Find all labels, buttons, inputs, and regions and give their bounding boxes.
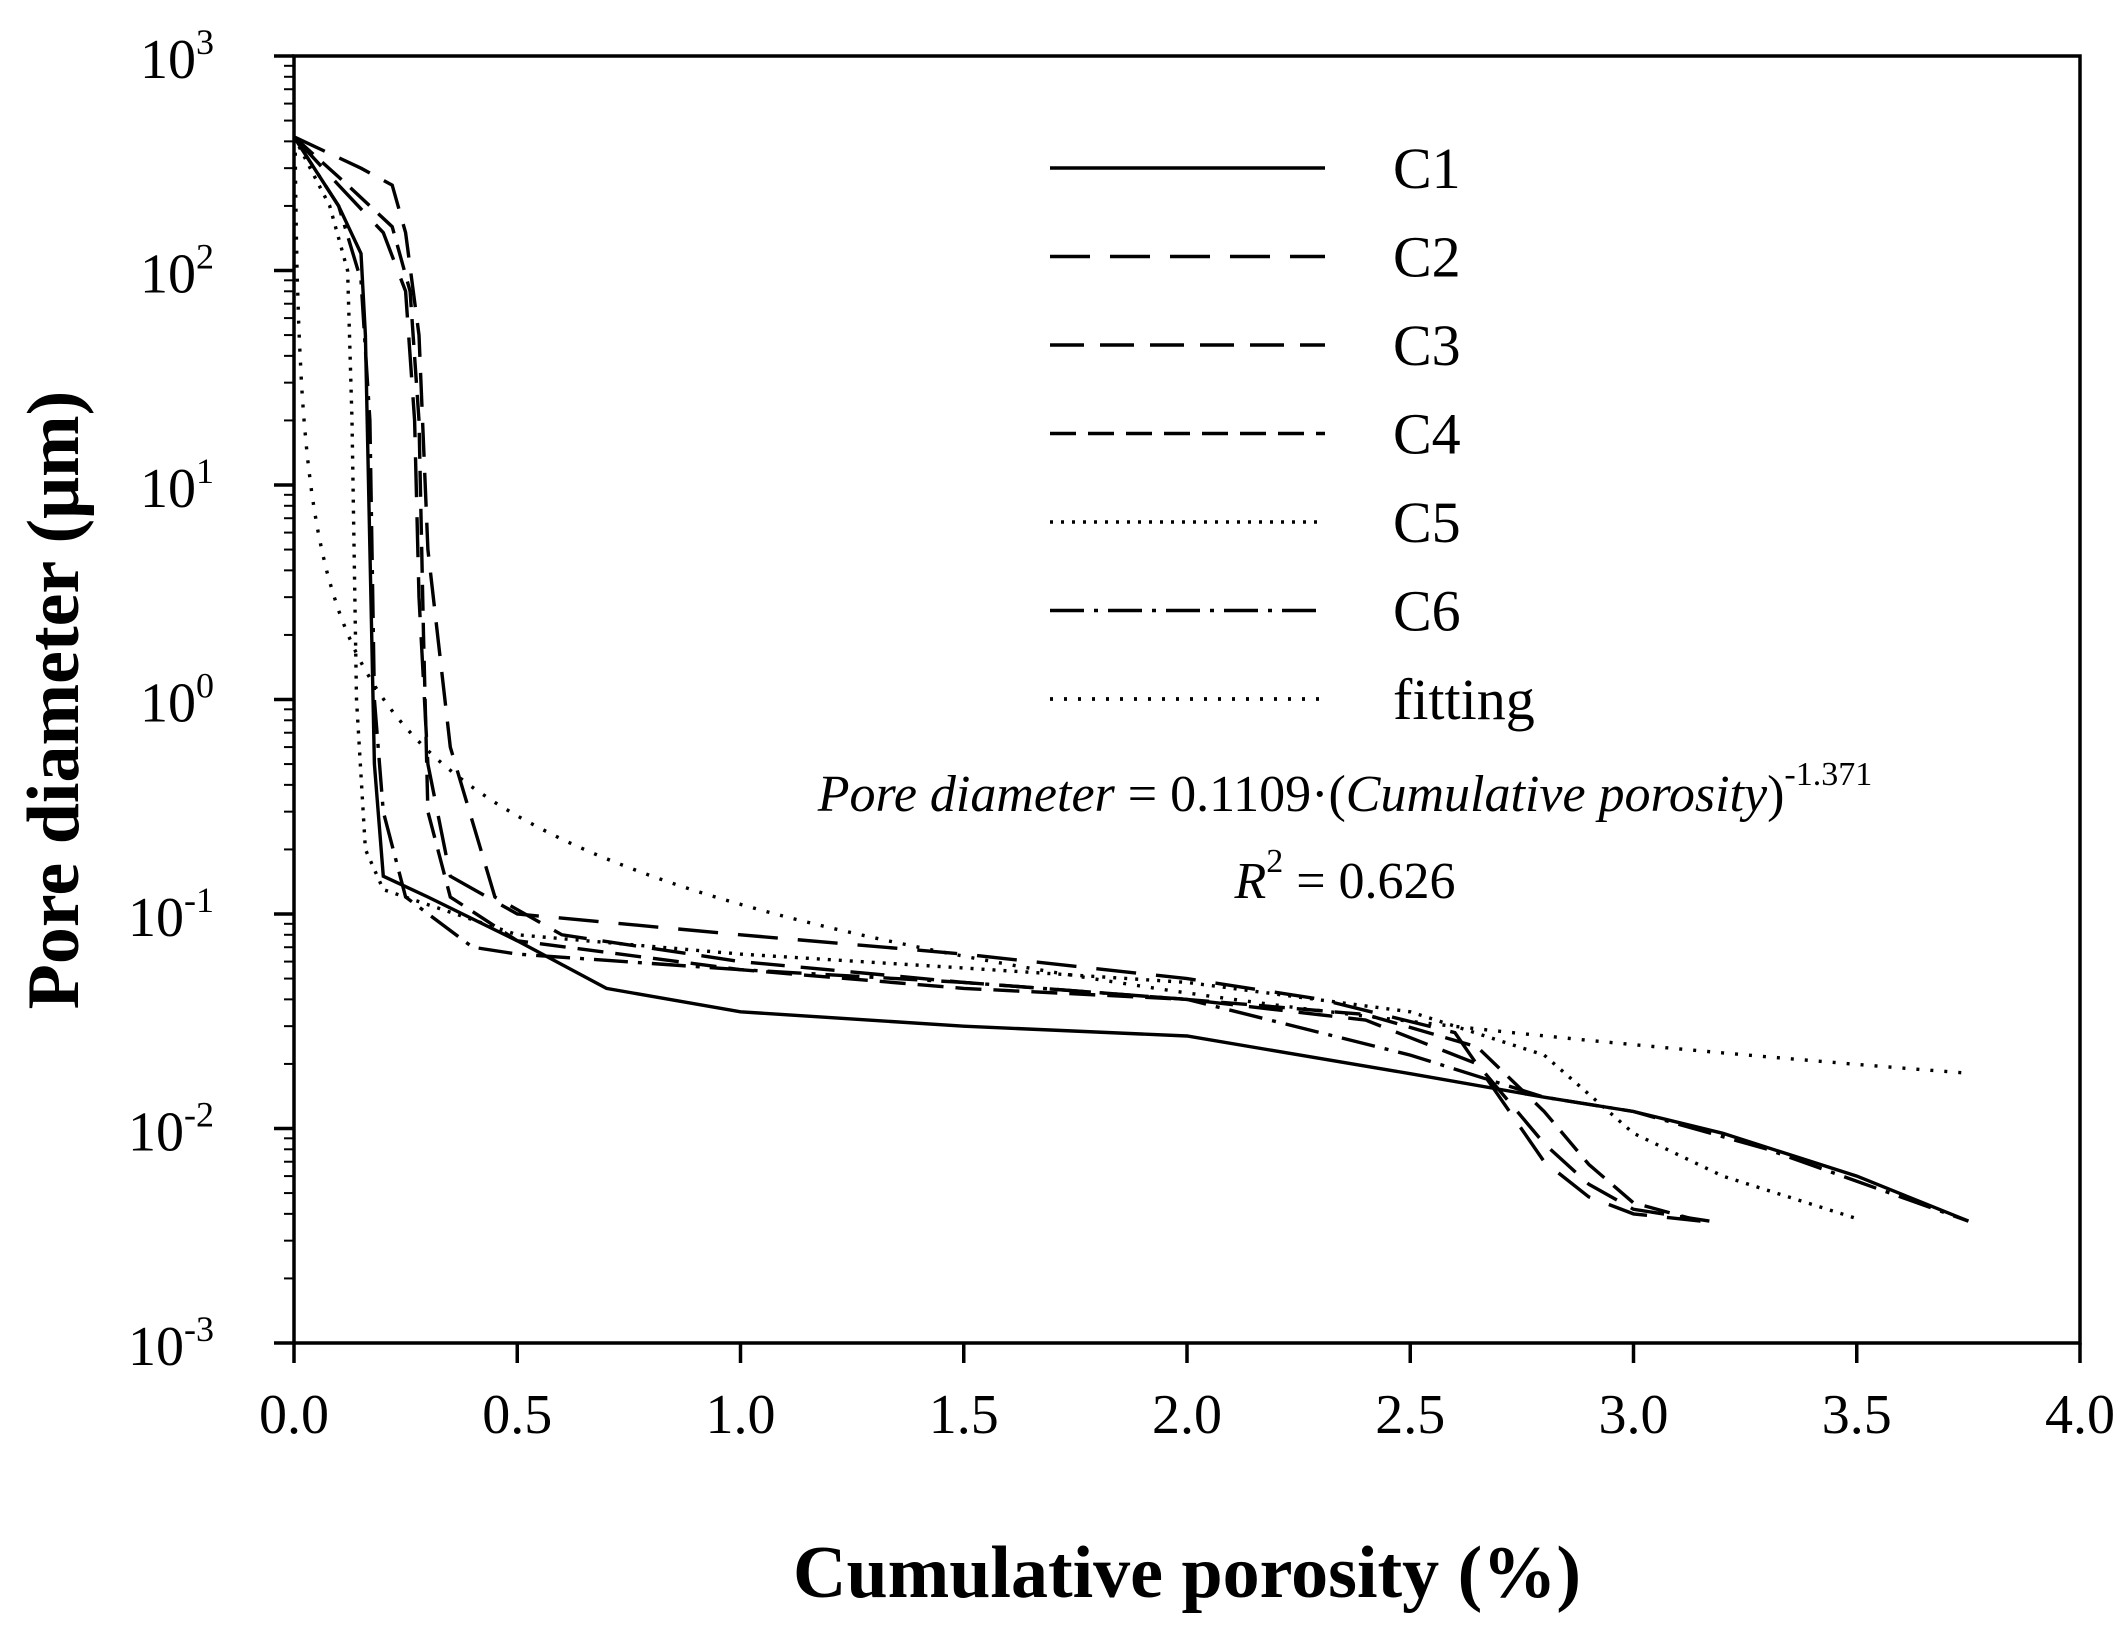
legend: C1 C2 C3 C4 C5 C6 fitting <box>1050 136 1535 732</box>
y-tick-exponent: 1 <box>196 451 214 491</box>
y-tick-label: 102 <box>140 237 214 306</box>
r-squared-value: = 0.626 <box>1283 853 1455 910</box>
y-tick-label: 10-1 <box>128 880 214 949</box>
fit-equation: Pore diameter = 0.1109·(Cumulative poros… <box>817 756 1872 823</box>
fit-equation-lhs: Pore diameter <box>817 766 1116 823</box>
y-axis-title: Pore diameter (μm) <box>13 391 95 1010</box>
legend-label-C4: C4 <box>1393 402 1461 467</box>
y-tick-base: 10 <box>140 673 196 735</box>
y-tick-label: 100 <box>140 666 214 735</box>
r-squared-symbol: R <box>1233 853 1266 910</box>
x-tick-label: 1.5 <box>929 1384 999 1446</box>
y-tick-label: 10-2 <box>128 1095 214 1164</box>
legend-label-fitting: fitting <box>1393 667 1535 732</box>
y-tick-base: 10 <box>128 887 184 949</box>
y-tick-exponent: 0 <box>196 666 214 706</box>
y-tick-exponent: 3 <box>196 22 214 62</box>
y-tick-exponent: -2 <box>184 1095 214 1135</box>
legend-label-C1: C1 <box>1393 136 1461 201</box>
y-tick-base: 10 <box>128 1102 184 1164</box>
series-C6-line <box>292 135 1969 1223</box>
r-squared: R2 = 0.626 <box>1233 843 1455 910</box>
x-tick-label: 3.5 <box>1822 1384 1892 1446</box>
y-tick-base: 10 <box>140 244 196 306</box>
x-tick-label: 3.0 <box>1599 1384 1669 1446</box>
x-axis-title: Cumulative porosity (%) <box>793 1532 1581 1614</box>
fit-equation-exponent: -1.371 <box>1784 756 1872 793</box>
legend-label-C2: C2 <box>1393 225 1461 290</box>
y-tick-exponent: -3 <box>184 1309 214 1349</box>
series-C4-line <box>292 135 1701 1223</box>
y-tick-base: 10 <box>140 458 196 520</box>
y-tick-exponent: -1 <box>184 880 214 920</box>
x-tick-label: 2.0 <box>1152 1384 1222 1446</box>
legend-label-C3: C3 <box>1393 313 1461 378</box>
y-tick-exponent: 2 <box>196 237 214 277</box>
x-axis: 0.0 0.5 1.0 1.5 2.0 2.5 3.0 3.5 4.0 <box>259 1343 2115 1446</box>
series-C2-line <box>292 135 1701 1223</box>
fit-equation-arg: Cumulative porosity <box>1346 766 1768 823</box>
x-tick-label: 2.5 <box>1375 1384 1445 1446</box>
fit-equation-close: ) <box>1767 766 1784 823</box>
series-layer <box>292 135 1970 1223</box>
y-tick-base: 10 <box>140 29 196 91</box>
y-tick-base: 10 <box>128 1316 184 1378</box>
y-tick-label: 103 <box>140 22 214 91</box>
x-tick-label: 4.0 <box>2045 1384 2115 1446</box>
x-tick-label: 0.5 <box>482 1384 552 1446</box>
x-tick-label: 0.0 <box>259 1384 329 1446</box>
x-tick-label: 1.0 <box>706 1384 776 1446</box>
series-fitting-line <box>293 138 1969 1075</box>
r-squared-sup: 2 <box>1266 843 1283 880</box>
legend-label-C5: C5 <box>1393 490 1461 555</box>
legend-label-C6: C6 <box>1393 579 1461 644</box>
series-C3-line <box>293 135 1710 1223</box>
fit-equation-eq: = 0.1109·( <box>1115 766 1346 823</box>
y-tick-label: 101 <box>140 451 214 520</box>
y-tick-label: 10-3 <box>128 1309 214 1378</box>
